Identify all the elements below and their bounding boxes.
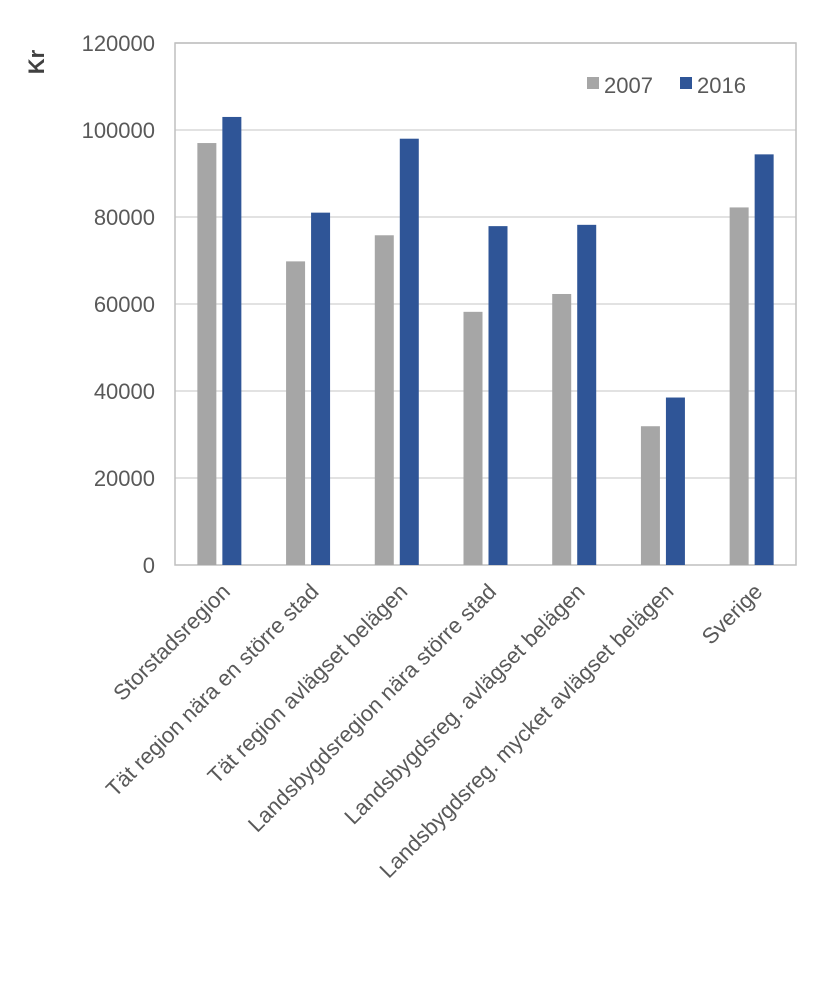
bar-2016-3 bbox=[488, 226, 508, 565]
y-tick-label: 0 bbox=[143, 553, 155, 578]
bar-2007-3 bbox=[463, 311, 483, 565]
bar-2007-6 bbox=[729, 207, 749, 565]
bar-2016-4 bbox=[577, 224, 597, 565]
bar-2016-2 bbox=[399, 138, 419, 565]
y-tick-label: 40000 bbox=[94, 379, 155, 404]
legend-label-2007: 2007 bbox=[604, 73, 653, 98]
y-tick-label: 20000 bbox=[94, 466, 155, 491]
bar-2016-1 bbox=[311, 212, 331, 565]
y-tick-label: 80000 bbox=[94, 205, 155, 230]
legend-label-2016: 2016 bbox=[697, 73, 746, 98]
plot-area-border bbox=[174, 42, 797, 566]
bar-2007-4 bbox=[552, 293, 572, 565]
bar-2016-5 bbox=[665, 397, 685, 565]
bar-2007-0 bbox=[197, 143, 217, 566]
legend-swatch-2007 bbox=[587, 77, 599, 89]
bar-2016-6 bbox=[754, 154, 774, 566]
gridlines bbox=[175, 42, 796, 479]
bar-2007-2 bbox=[374, 235, 394, 565]
bar-2007-1 bbox=[286, 261, 306, 565]
legend: 2007 2016 bbox=[587, 73, 746, 98]
y-axis-label: Kr bbox=[24, 49, 49, 74]
y-tick-label: 100000 bbox=[82, 118, 155, 143]
y-tick-label: 120000 bbox=[82, 31, 155, 56]
bar-2007-5 bbox=[640, 426, 660, 565]
bar-2016-0 bbox=[222, 116, 242, 565]
legend-swatch-2016 bbox=[680, 77, 692, 89]
y-axis-ticks: 0 20000 40000 60000 80000 100000 120000 bbox=[82, 31, 155, 578]
y-tick-label: 60000 bbox=[94, 292, 155, 317]
x-category-label: Sverige bbox=[697, 579, 767, 649]
bars bbox=[197, 116, 774, 566]
